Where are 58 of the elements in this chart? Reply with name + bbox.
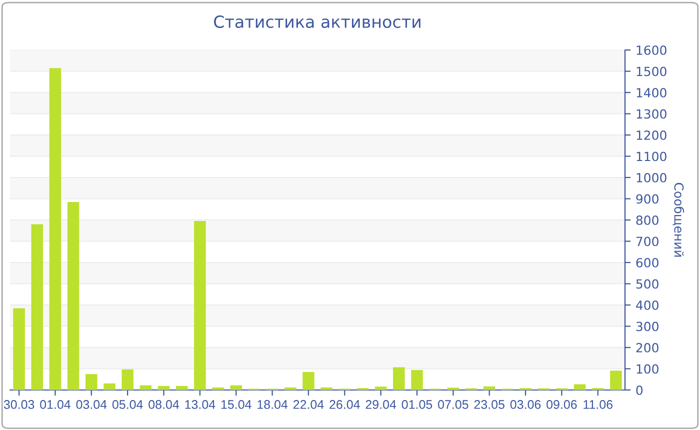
x-tick-label: 05.04 bbox=[112, 400, 143, 409]
y-tick-label: 1000 bbox=[636, 172, 666, 182]
bar bbox=[320, 387, 332, 390]
bar bbox=[31, 224, 44, 390]
bar bbox=[67, 202, 80, 390]
bar bbox=[411, 370, 423, 390]
bar bbox=[374, 386, 387, 390]
y-tick-label: 1100 bbox=[636, 152, 666, 162]
y-tick-label: 1200 bbox=[636, 130, 666, 140]
y-tick-label: 800 bbox=[636, 215, 658, 225]
y-tick-label: 200 bbox=[636, 342, 658, 352]
x-tick-label: 03.04 bbox=[76, 400, 107, 409]
bar bbox=[13, 308, 25, 390]
y-tick-label: 0 bbox=[636, 385, 643, 395]
chart-title: Статистика активности bbox=[214, 15, 420, 28]
y-axis-title: Сообщений bbox=[672, 182, 684, 257]
bar bbox=[176, 386, 188, 390]
y-tick-label: 1400 bbox=[636, 88, 666, 98]
x-tick-label: 13.04 bbox=[185, 400, 216, 409]
y-tick-label: 100 bbox=[636, 364, 658, 374]
y-tick-label: 1300 bbox=[636, 109, 666, 119]
x-tick-label: 29.04 bbox=[366, 400, 396, 409]
y-tick-label: 300 bbox=[636, 322, 658, 332]
bar bbox=[158, 386, 170, 390]
x-tick-label: 01.04 bbox=[40, 400, 70, 409]
x-tick-label: 18.04 bbox=[258, 400, 288, 409]
bar bbox=[483, 386, 496, 390]
bar bbox=[194, 221, 206, 390]
bar bbox=[122, 369, 134, 390]
bar bbox=[104, 383, 116, 390]
y-tick-label: 1500 bbox=[636, 66, 666, 76]
x-tick-label: 23.05 bbox=[474, 400, 504, 409]
x-tick-label: 26.04 bbox=[330, 400, 360, 409]
y-tick-label: 400 bbox=[636, 300, 658, 310]
bar bbox=[284, 387, 296, 390]
bar bbox=[393, 367, 405, 390]
x-tick-label: 09.06 bbox=[546, 400, 577, 409]
x-tick-label: 08.04 bbox=[148, 400, 180, 409]
y-tick-label: 900 bbox=[636, 194, 658, 204]
y-tick-label: 700 bbox=[636, 236, 658, 246]
x-tick-label: 07.05 bbox=[438, 400, 468, 409]
y-tick-label: 1600 bbox=[636, 45, 666, 55]
x-tick-label: 22.04 bbox=[293, 400, 324, 409]
bar bbox=[610, 370, 622, 390]
x-tick-label: 03.06 bbox=[510, 400, 541, 409]
bar bbox=[230, 385, 242, 390]
x-tick-label: 01.05 bbox=[402, 400, 432, 409]
x-tick-label: 15.04 bbox=[221, 400, 252, 409]
bar bbox=[49, 68, 62, 390]
bar bbox=[140, 385, 152, 390]
y-tick-label: 600 bbox=[636, 258, 658, 268]
bar bbox=[212, 387, 224, 390]
x-tick-label: 30.03 bbox=[4, 400, 34, 409]
bar bbox=[86, 374, 98, 390]
y-tick-label: 500 bbox=[636, 279, 658, 289]
x-tick-label: 11.06 bbox=[584, 400, 612, 409]
bar bbox=[574, 384, 586, 390]
bar bbox=[302, 372, 314, 390]
